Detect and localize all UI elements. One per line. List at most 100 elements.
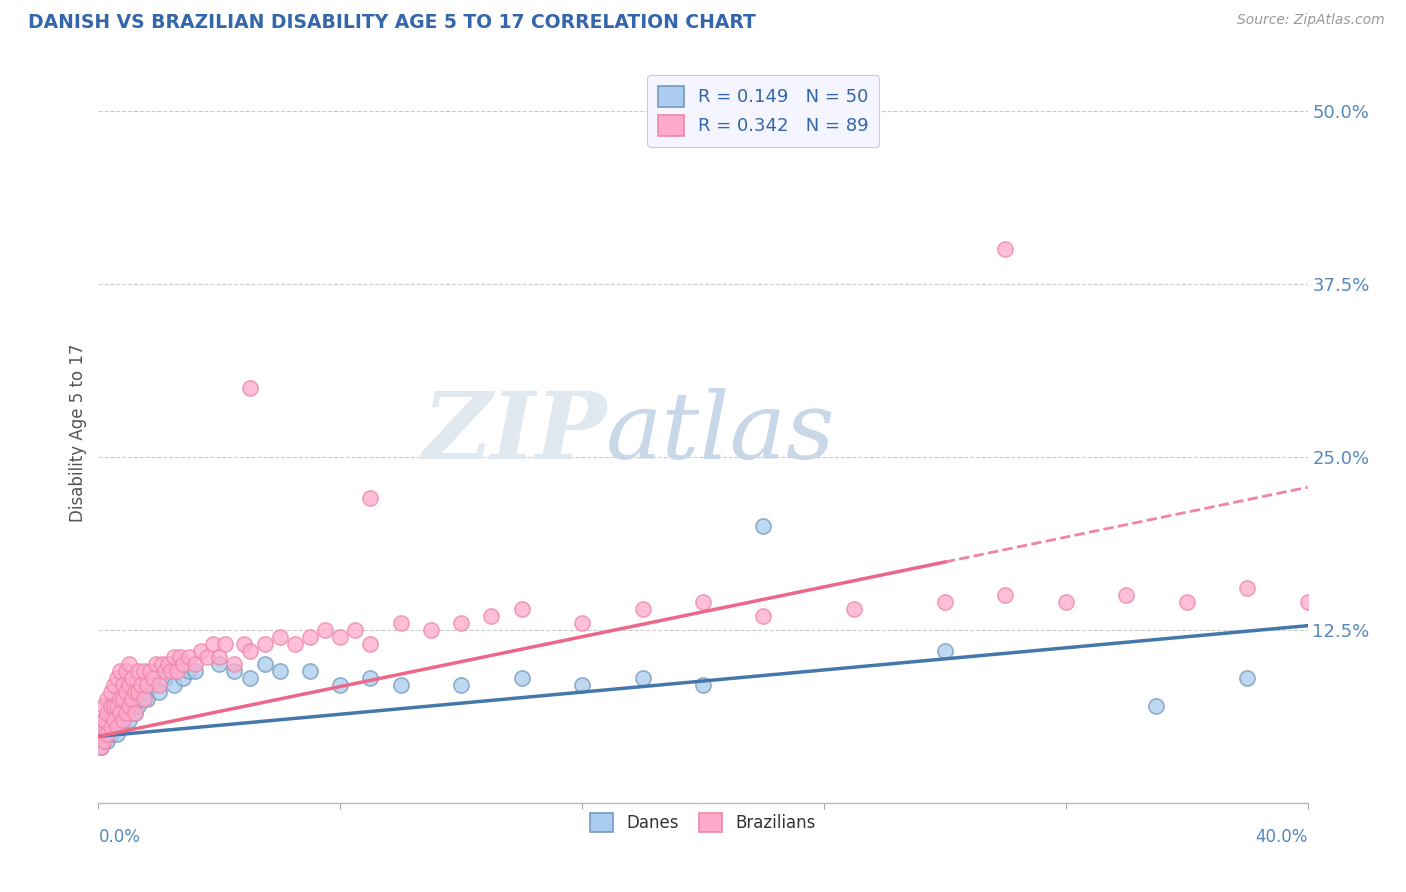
Point [100,706,122,720]
Point [108,720,131,734]
Point [571,615,593,630]
Point [100,685,122,699]
Point [360,637,382,651]
Point [118,692,141,706]
Point [150,657,173,672]
Point [135,678,157,692]
Point [90,740,112,755]
Point [752,609,775,624]
Point [93,713,115,727]
Point [934,643,956,657]
Point [1236,671,1258,685]
Point [166,665,188,679]
Point [114,706,136,720]
Point [153,665,176,679]
Point [139,665,162,679]
Point [100,720,122,734]
Point [239,643,262,657]
Text: DANISH VS BRAZILIAN DISABILITY AGE 5 TO 17 CORRELATION CHART: DANISH VS BRAZILIAN DISABILITY AGE 5 TO … [28,13,756,32]
Point [269,665,291,679]
Point [571,678,593,692]
Point [96,733,118,747]
Point [108,706,131,720]
Point [1054,595,1077,609]
Point [90,740,112,755]
Text: ZIP: ZIP [422,388,606,477]
Point [184,657,207,672]
Point [389,615,412,630]
Point [111,713,134,727]
Point [114,665,136,679]
Point [299,665,322,679]
Point [114,685,136,699]
Point [450,615,472,630]
Point [208,657,231,672]
Point [127,665,149,679]
Point [224,657,246,672]
Point [239,381,262,395]
Point [253,657,276,672]
Text: 0.0%: 0.0% [98,828,141,846]
Point [103,720,125,734]
Point [1236,582,1258,596]
Point [111,713,134,727]
Text: atlas: atlas [606,388,835,477]
Point [108,706,131,720]
Point [510,671,533,685]
Point [1115,588,1137,602]
Point [105,671,128,685]
Point [103,698,125,713]
Point [360,671,382,685]
Point [129,692,152,706]
Point [450,678,472,692]
Point [93,726,115,740]
Point [111,692,134,706]
Point [269,630,291,644]
Point [93,713,115,727]
Point [184,665,207,679]
Point [127,698,149,713]
Point [103,698,125,713]
Point [129,678,152,692]
Point [103,678,125,692]
Point [844,602,866,616]
Point [118,713,141,727]
Point [202,637,225,651]
Point [105,726,128,740]
Point [135,692,157,706]
Point [127,685,149,699]
Point [93,698,115,713]
Point [631,671,654,685]
Legend: Danes, Brazilians: Danes, Brazilians [583,806,823,838]
Point [124,706,146,720]
Point [148,678,170,692]
Point [100,726,122,740]
Point [314,623,336,637]
Point [163,650,186,665]
Point [232,637,254,651]
Point [148,685,170,699]
Point [111,698,134,713]
Point [284,637,307,651]
Point [105,720,128,734]
Point [179,650,201,665]
Point [692,678,714,692]
Point [96,706,118,720]
Point [631,602,654,616]
Y-axis label: Disability Age 5 to 17: Disability Age 5 to 17 [69,343,87,522]
Text: 40.0%: 40.0% [1256,828,1308,846]
Point [190,643,212,657]
Point [118,698,141,713]
Point [118,678,141,692]
Point [105,698,128,713]
Point [142,678,165,692]
Point [1175,595,1198,609]
Point [160,665,183,679]
Point [121,692,143,706]
Point [124,706,146,720]
Point [208,650,231,665]
Point [329,678,352,692]
Point [142,671,165,685]
Point [100,698,122,713]
Point [121,698,143,713]
